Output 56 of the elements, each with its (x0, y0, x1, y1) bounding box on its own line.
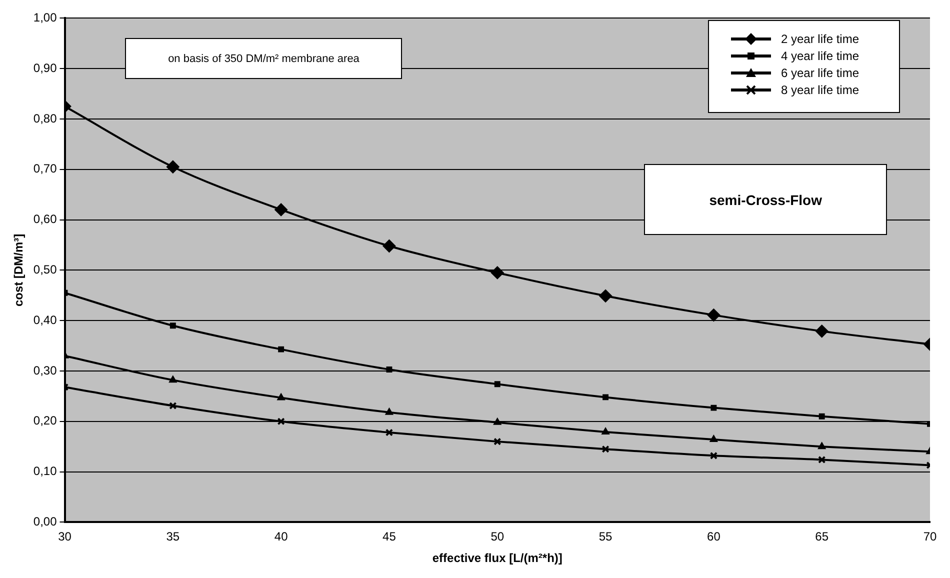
point (602, 445, 610, 453)
point (166, 160, 180, 174)
point (278, 346, 284, 352)
point (818, 442, 826, 450)
y-tick-label: 1,00 (33, 10, 58, 25)
y-tick-label: 0,80 (33, 111, 58, 126)
y-tick-label: 0,10 (33, 464, 58, 478)
point (490, 266, 504, 280)
legend-label: 2 year life time (780, 32, 859, 46)
point (385, 428, 394, 436)
point (168, 376, 177, 383)
y-tick-label: 0,20 (33, 414, 58, 428)
x-tick-label: 35 (166, 530, 180, 544)
x-tick-label: 70 (923, 530, 937, 544)
x-tick-label: 50 (490, 530, 504, 544)
y-tick-label: 0,60 (33, 212, 58, 226)
point (170, 322, 176, 329)
point (599, 289, 612, 302)
point (602, 394, 609, 400)
y-tick-label: 0,50 (33, 262, 58, 277)
legend-label: 4 year life time (780, 49, 859, 64)
y-axis-title: cost [DM/m³] (12, 234, 26, 307)
point (602, 427, 610, 434)
point (277, 418, 285, 426)
legend-label: 6 year life time (780, 66, 859, 80)
y-tick-label: 0,30 (33, 363, 58, 378)
x-tick-label: 60 (707, 530, 721, 544)
annotation: semi-Cross-Flow (709, 192, 822, 208)
x-tick-label: 30 (58, 530, 72, 544)
x-axis-title: effective flux [L/(m²*h)] (432, 551, 562, 566)
point (386, 366, 392, 372)
y-tick-label: 0,00 (33, 514, 58, 529)
point (818, 456, 826, 464)
point (815, 324, 828, 338)
point (493, 418, 502, 425)
y-tick-label: 0,70 (33, 162, 58, 176)
point (382, 240, 396, 253)
x-tick-label: 40 (274, 530, 288, 544)
annotation: on basis of 350 DM/m² membrane area (168, 52, 360, 65)
point (707, 308, 720, 322)
legend-label: 8 year life time (780, 83, 859, 98)
point (710, 404, 717, 411)
point (385, 408, 394, 415)
x-tick-label: 65 (815, 530, 829, 544)
point (274, 203, 288, 216)
point (710, 452, 718, 460)
point (494, 438, 502, 446)
point (494, 381, 500, 388)
point (710, 435, 718, 442)
point (169, 402, 177, 410)
y-tick-label: 0,90 (33, 60, 58, 75)
point (818, 413, 825, 420)
x-tick-label: 55 (598, 530, 613, 544)
y-tick-label: 0,40 (33, 312, 58, 327)
x-tick-label: 45 (382, 530, 396, 544)
point (277, 393, 286, 400)
